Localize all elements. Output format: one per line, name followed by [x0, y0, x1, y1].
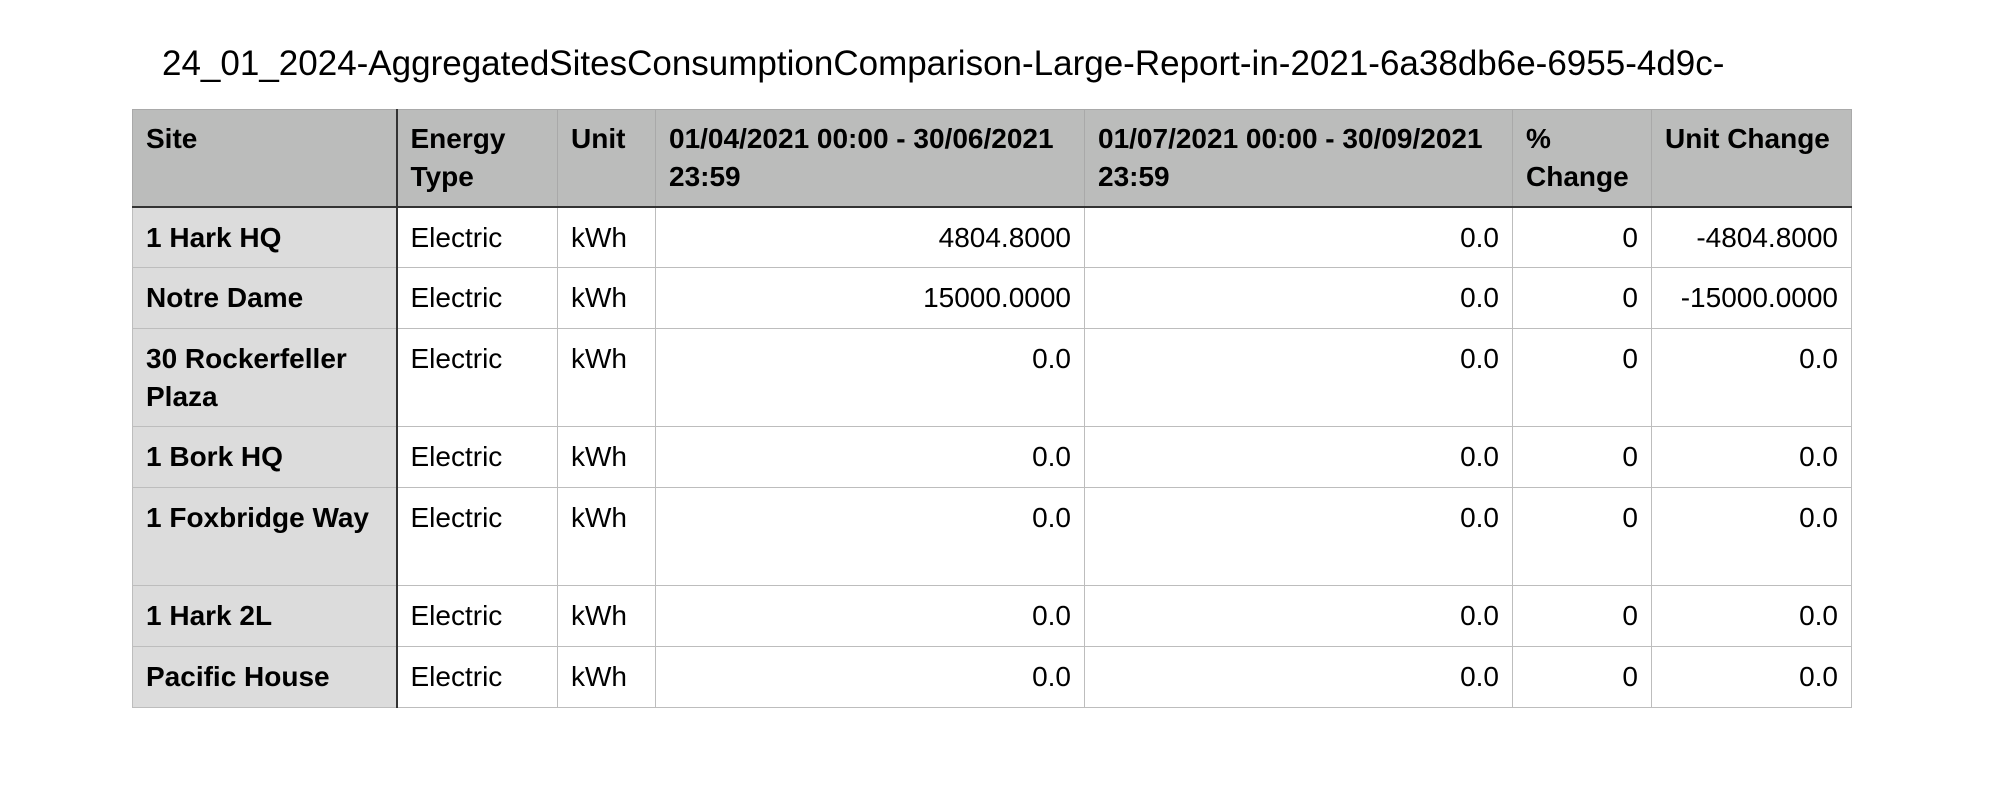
period-2-value-cell: 0.0: [1084, 426, 1513, 488]
table-row: 1 Bork HQ Electric kWh 0.0 0.0 0 0.0: [132, 426, 1852, 488]
period-1-value-cell: 0.0: [655, 328, 1085, 427]
unit-change-cell: -15000.0000: [1651, 267, 1852, 329]
table-row: 1 Foxbridge Way Electric kWh 0.0 0.0 0 0…: [132, 487, 1852, 586]
period-2-value-cell: 0.0: [1084, 267, 1513, 329]
energy-type-cell: Electric: [396, 487, 558, 586]
period-2-value-cell: 0.0: [1084, 646, 1513, 708]
percent-change-cell: 0: [1512, 206, 1652, 268]
unit-cell: kWh: [557, 646, 656, 708]
unit-change-cell: 0.0: [1651, 646, 1852, 708]
energy-type-cell: Electric: [396, 206, 558, 268]
table-header-row: Site Energy Type Unit 01/04/2021 00:00 -…: [132, 109, 1852, 208]
column-header-unit: Unit: [557, 109, 656, 208]
column-header-unit-change: Unit Change: [1651, 109, 1852, 208]
unit-cell: kWh: [557, 487, 656, 586]
period-1-value-cell: 0.0: [655, 487, 1085, 586]
unit-change-cell: 0.0: [1651, 328, 1852, 427]
consumption-comparison-table: Site Energy Type Unit 01/04/2021 00:00 -…: [132, 109, 1852, 708]
period-1-value-cell: 0.0: [655, 426, 1085, 488]
period-1-value-cell: 0.0: [655, 646, 1085, 708]
period-1-value-cell: 4804.8000: [655, 206, 1085, 268]
unit-cell: kWh: [557, 426, 656, 488]
report-title: 24_01_2024-AggregatedSitesConsumptionCom…: [162, 44, 1725, 83]
site-name-cell: 1 Hark 2L: [132, 585, 398, 647]
percent-change-cell: 0: [1512, 585, 1652, 647]
table-row: 1 Hark HQ Electric kWh 4804.8000 0.0 0 -…: [132, 206, 1852, 268]
period-2-value-cell: 0.0: [1084, 206, 1513, 268]
column-header-energy-type: Energy Type: [396, 109, 558, 208]
unit-change-cell: 0.0: [1651, 487, 1852, 586]
energy-type-cell: Electric: [396, 267, 558, 329]
period-2-value-cell: 0.0: [1084, 487, 1513, 586]
table-row: Pacific House Electric kWh 0.0 0.0 0 0.0: [132, 646, 1852, 708]
period-1-value-cell: 15000.0000: [655, 267, 1085, 329]
period-1-value-cell: 0.0: [655, 585, 1085, 647]
unit-cell: kWh: [557, 206, 656, 268]
percent-change-cell: 0: [1512, 426, 1652, 488]
percent-change-cell: 0: [1512, 328, 1652, 427]
site-name-cell: 30 Rockerfeller Plaza: [132, 328, 398, 427]
unit-cell: kWh: [557, 585, 656, 647]
unit-change-cell: 0.0: [1651, 585, 1852, 647]
unit-cell: kWh: [557, 267, 656, 329]
site-name-cell: 1 Foxbridge Way: [132, 487, 398, 586]
unit-cell: kWh: [557, 328, 656, 427]
percent-change-cell: 0: [1512, 267, 1652, 329]
column-header-period-2: 01/07/2021 00:00 - 30/09/2021 23:59: [1084, 109, 1513, 208]
percent-change-cell: 0: [1512, 646, 1652, 708]
site-name-cell: 1 Bork HQ: [132, 426, 398, 488]
table-row: 1 Hark 2L Electric kWh 0.0 0.0 0 0.0: [132, 585, 1852, 647]
unit-change-cell: -4804.8000: [1651, 206, 1852, 268]
percent-change-cell: 0: [1512, 487, 1652, 586]
table-row: Notre Dame Electric kWh 15000.0000 0.0 0…: [132, 267, 1852, 329]
energy-type-cell: Electric: [396, 328, 558, 427]
site-name-cell: Pacific House: [132, 646, 398, 708]
table-row: 30 Rockerfeller Plaza Electric kWh 0.0 0…: [132, 328, 1852, 427]
column-header-percent-change: % Change: [1512, 109, 1652, 208]
period-2-value-cell: 0.0: [1084, 585, 1513, 647]
column-header-site: Site: [132, 109, 398, 208]
energy-type-cell: Electric: [396, 426, 558, 488]
period-2-value-cell: 0.0: [1084, 328, 1513, 427]
column-header-period-1: 01/04/2021 00:00 - 30/06/2021 23:59: [655, 109, 1085, 208]
site-name-cell: 1 Hark HQ: [132, 206, 398, 268]
site-name-cell: Notre Dame: [132, 267, 398, 329]
energy-type-cell: Electric: [396, 585, 558, 647]
energy-type-cell: Electric: [396, 646, 558, 708]
unit-change-cell: 0.0: [1651, 426, 1852, 488]
